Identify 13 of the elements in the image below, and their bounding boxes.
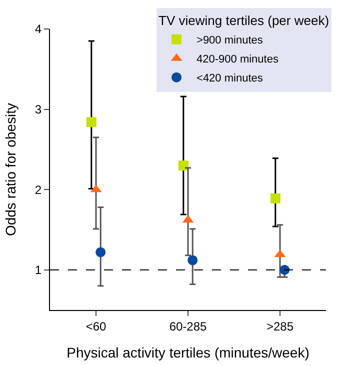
legend-label: 420-900 minutes [196,54,279,66]
y-tick-label: 2 [34,182,42,197]
legend-title: TV viewing tertiles (per week) [158,12,330,28]
x-tick-label: 60-285 [169,319,208,334]
x-tick-label: <60 [86,319,106,334]
y-tick-label: 1 [34,263,42,278]
x-tick-label: >285 [266,319,294,334]
legend-label: >900 minutes [196,34,264,47]
y-axis-title: Odds ratio for obesity [2,102,19,236]
y-tick-label: 4 [34,22,42,36]
x-axis-title: Physical activity tertiles (minutes/week) [66,344,310,361]
y-tick-label: 3 [34,102,42,116]
legend-label: <420 minutes [196,72,264,85]
